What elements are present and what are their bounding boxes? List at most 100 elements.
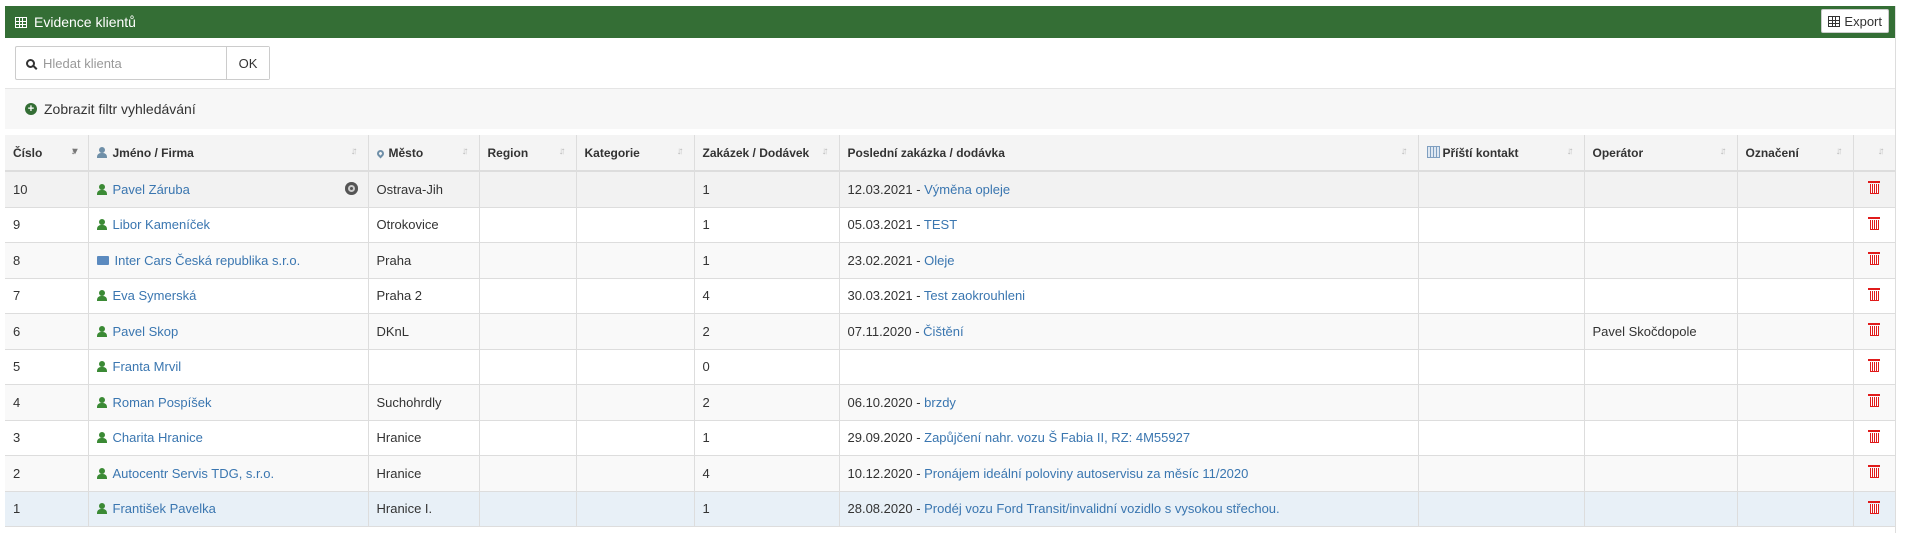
cell-city: Praha — [368, 242, 480, 279]
trash-icon[interactable] — [1867, 287, 1880, 301]
sort-icon[interactable]: ↓↑ — [1835, 146, 1843, 157]
last-order-link[interactable]: Čištění — [923, 323, 964, 339]
cell-city: DKnL — [368, 313, 480, 350]
trash-icon[interactable] — [1867, 358, 1880, 372]
last-order-link[interactable]: Výměna opleje — [924, 181, 1011, 197]
cell-orders: 1 — [694, 420, 840, 456]
column-header-oznaceni[interactable]: Označení ↓↑ — [1737, 135, 1854, 172]
cell-id: 2 — [5, 455, 89, 492]
table-row[interactable]: 8 Inter Cars Česká republika s.r.o. Praha 1… — [5, 242, 1896, 279]
client-link[interactable]: Pavel Skop — [112, 323, 179, 339]
last-order-link[interactable]: Zapůjčení nahr. vozu Š Fabia II, RZ: 4M5… — [924, 430, 1191, 446]
cell-category — [576, 171, 695, 208]
trash-icon[interactable] — [1867, 500, 1880, 514]
cell-next-contact — [1418, 207, 1585, 243]
trash-icon[interactable] — [1867, 323, 1880, 337]
sort-icon[interactable]: ↓↑ — [1877, 146, 1885, 157]
cell-id: 6 — [5, 313, 89, 350]
trash-icon[interactable] — [1867, 465, 1880, 479]
column-header-posledni-zakazka[interactable]: Poslední zakázka / dodávka ↓↑ — [839, 135, 1419, 172]
sort-icon[interactable]: ↓↑ — [676, 146, 684, 157]
cell-operator — [1584, 207, 1738, 243]
column-header-operator[interactable]: Operátor ↓↑ — [1584, 135, 1738, 172]
search-input[interactable] — [41, 54, 215, 72]
client-link[interactable]: Eva Symerská — [112, 288, 197, 304]
cell-last-order: 28.08.2020 - Prodéj vozu Ford Transit/in… — [839, 491, 1419, 527]
client-link[interactable]: Libor Kameníček — [112, 217, 211, 233]
sort-icon[interactable]: ↓↑ — [350, 146, 358, 157]
sort-icon[interactable]: ↓↑ — [821, 146, 829, 157]
last-order-link[interactable]: Prodéj vozu Ford Transit/invalidní vozid… — [924, 501, 1280, 517]
cell-actions — [1853, 313, 1896, 350]
client-link[interactable]: Roman Pospíšek — [112, 394, 212, 410]
table-row[interactable]: 7 Eva Symerská Praha 2 4 30.03.2021 - Test z… — [5, 278, 1896, 314]
cell-id: 5 — [5, 349, 89, 385]
calendar-icon — [1426, 145, 1440, 158]
search-ok-button[interactable]: OK — [226, 47, 269, 79]
column-header-region[interactable]: Region ↓↑ — [479, 135, 577, 172]
show-filter-label: Zobrazit filtr vyhledávání — [44, 101, 196, 117]
client-link[interactable]: Franta Mrvil — [112, 359, 182, 375]
export-button[interactable]: Export — [1821, 9, 1889, 33]
cell-last-order: 10.12.2020 - Pronájem ideální poloviny a… — [839, 455, 1419, 492]
sort-icon[interactable]: ↓↑ — [1400, 146, 1408, 157]
last-order-link[interactable]: brzdy — [924, 394, 956, 410]
last-order-link[interactable]: TEST — [923, 217, 958, 233]
cell-region — [479, 384, 577, 421]
table-row[interactable]: 9 Libor Kameníček Otrokovice 1 05.03.2021 - … — [5, 207, 1896, 243]
cell-actions — [1853, 491, 1896, 527]
client-link[interactable]: Autocentr Servis TDG, s.r.o. — [112, 465, 275, 481]
cell-id: 1 — [5, 491, 89, 527]
column-header-cislo[interactable]: Číslo ↓▾ — [5, 135, 89, 172]
column-header-zakazek-dodavek[interactable]: Zakázek / Dodávek ↓↑ — [694, 135, 840, 172]
cell-region — [479, 455, 577, 492]
column-header-jmeno-firma[interactable]: Jméno / Firma ↓↑ — [88, 135, 369, 172]
person-icon — [96, 219, 107, 231]
last-order-link[interactable]: Test zaokrouhleni — [923, 288, 1026, 304]
column-header-pristi-kontakt[interactable]: Příští kontakt ↓↑ — [1418, 135, 1585, 172]
trash-icon[interactable] — [1867, 394, 1880, 408]
column-header-mesto[interactable]: Město ↓↑ — [368, 135, 480, 172]
trash-icon[interactable] — [1867, 429, 1880, 443]
table-row[interactable]: 5 Franta Mrvil 0 — [5, 349, 1896, 385]
trash-icon[interactable] — [1867, 216, 1880, 230]
sort-icon[interactable]: ↓↑ — [558, 146, 566, 157]
cell-next-contact — [1418, 349, 1585, 385]
cell-region — [479, 242, 577, 279]
client-link[interactable]: Pavel Záruba — [112, 181, 190, 197]
sort-icon[interactable]: ↓↑ — [1719, 146, 1727, 157]
cell-city: Suchohrdly — [368, 384, 480, 421]
last-order-link[interactable]: Pronájem ideální poloviny autoservisu za… — [924, 465, 1249, 481]
person-icon — [96, 325, 107, 337]
user-icon — [96, 146, 107, 158]
cell-label — [1737, 455, 1854, 492]
cell-id: 8 — [5, 242, 89, 279]
sort-icon[interactable]: ↓↑ — [1566, 146, 1574, 157]
table-row[interactable]: 3 Charita Hranice Hranice 1 29.09.2020 - Zap… — [5, 420, 1896, 456]
cell-label — [1737, 491, 1854, 527]
table-row[interactable]: 2 Autocentr Servis TDG, s.r.o. Hranice 4 10.… — [5, 455, 1896, 492]
table-row[interactable]: 1 František Pavelka Hranice I. 1 28.08.2020 … — [5, 491, 1896, 527]
trash-icon[interactable] — [1867, 181, 1880, 195]
clients-panel: Evidence klientů Export OK + Zobrazit fi… — [5, 6, 1896, 533]
cell-category — [576, 349, 695, 385]
client-link[interactable]: Charita Hranice — [112, 430, 203, 446]
trash-icon[interactable] — [1867, 252, 1880, 266]
table-row[interactable]: 6 Pavel Skop DKnL 2 07.11.2020 - Čištění Pave… — [5, 313, 1896, 350]
client-link[interactable]: Inter Cars Česká republika s.r.o. — [114, 252, 301, 268]
cell-next-contact — [1418, 420, 1585, 456]
show-filter-toggle[interactable]: + Zobrazit filtr vyhledávání — [5, 88, 1895, 129]
sort-icon[interactable]: ↓↑ — [461, 146, 469, 157]
table-row[interactable]: 4 Roman Pospíšek Suchohrdly 2 06.10.2020 - b… — [5, 384, 1896, 421]
last-order-link[interactable]: Oleje — [924, 252, 955, 268]
cell-label — [1737, 349, 1854, 385]
column-header-actions[interactable]: ↓↑ — [1853, 135, 1896, 172]
map-marker-icon — [375, 148, 385, 158]
column-header-kategorie[interactable]: Kategorie ↓↑ — [576, 135, 695, 172]
cell-actions — [1853, 278, 1896, 314]
table-row[interactable]: 10 Pavel Záruba Ostrava-Jih 1 12.03.2021 - V… — [5, 171, 1896, 208]
client-link[interactable]: František Pavelka — [112, 501, 216, 517]
sort-desc-icon[interactable]: ↓▾ — [70, 146, 78, 157]
cell-city: Ostrava-Jih — [368, 171, 480, 208]
cell-city: Otrokovice — [368, 207, 480, 243]
